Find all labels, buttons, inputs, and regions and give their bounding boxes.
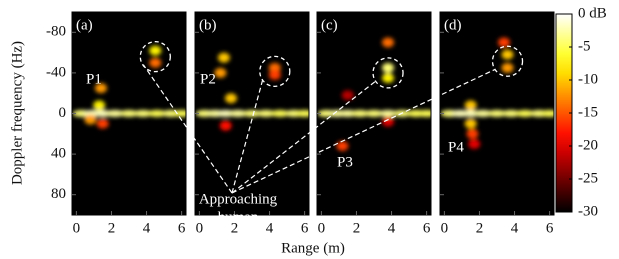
panel-label: (b) <box>199 17 217 33</box>
colorbar-tick-label: -30 <box>578 203 598 219</box>
panel-label: (a) <box>76 17 93 33</box>
colorbar-tick-label: -5 <box>578 38 591 54</box>
peak-label: P1 <box>86 71 102 87</box>
peak-label: P2 <box>200 71 216 87</box>
y-tick-label: -40 <box>46 64 66 80</box>
heatmap-cell <box>468 139 480 149</box>
x-tick-label: 6 <box>546 220 554 236</box>
panel-label: (c) <box>321 17 338 33</box>
x-tick-label: 2 <box>108 220 116 236</box>
heatmap-cell <box>502 63 514 73</box>
heatmap-cell <box>336 141 348 151</box>
x-tick-label: 0 <box>73 220 81 236</box>
chart: Doppler frequency (Hz) Range (m) (a) P1 0 2… <box>0 0 619 259</box>
x-tick-label: 6 <box>301 220 309 236</box>
heatmap-cell <box>149 46 161 56</box>
heatmap-cell <box>149 58 161 68</box>
x-tick-label: 2 <box>353 220 361 236</box>
colorbar-tick-label: -25 <box>578 170 598 186</box>
x-tick-label: 4 <box>511 220 519 236</box>
y-tick-label: 80 <box>51 186 66 202</box>
x-tick-label: 4 <box>266 220 274 236</box>
heatmap-cell <box>382 37 394 47</box>
heatmap-cell <box>342 90 354 100</box>
heatmap-cell <box>296 110 314 117</box>
x-tick-label: 6 <box>178 220 186 236</box>
x-tick-label: 2 <box>476 220 484 236</box>
annotation: Approaching <box>199 191 278 207</box>
colorbar-tick-label: -10 <box>578 71 598 87</box>
peak-label: P3 <box>337 154 353 170</box>
heatmap-cell <box>220 121 232 131</box>
colorbar-tick-label: -15 <box>578 104 598 120</box>
heatmap-cell <box>382 63 394 73</box>
heatmap-cell <box>502 50 514 60</box>
x-tick-label: 0 <box>318 220 326 236</box>
heatmap-cell <box>418 110 436 117</box>
heatmap-cell <box>93 100 105 110</box>
heatmap-cell <box>218 53 230 63</box>
heatmap-cell <box>465 100 477 110</box>
y-axis-label: Doppler frequency (Hz) <box>9 41 25 185</box>
y-tick-label: 0 <box>59 105 67 121</box>
panel-label: (d) <box>444 17 462 33</box>
heatmap-cell <box>466 129 478 139</box>
colorbar-tick-label: -20 <box>578 137 598 153</box>
heatmap-cell <box>465 119 477 129</box>
heatmap-cell <box>97 119 109 129</box>
x-tick-label: 4 <box>388 220 396 236</box>
y-tick-label: -80 <box>46 24 66 40</box>
x-axis-label: Range (m) <box>281 240 345 256</box>
y-tick-label: 40 <box>51 146 66 162</box>
heatmap-cell <box>269 70 281 80</box>
heatmap-cell <box>84 115 96 125</box>
annotation: human <box>218 209 259 225</box>
heatmap-cell <box>225 93 237 103</box>
colorbar-tick-label: 0 dB <box>578 5 607 21</box>
heatmap-cell <box>382 73 394 83</box>
x-tick-label: 0 <box>441 220 449 236</box>
heatmap-cell <box>214 68 226 78</box>
x-tick-label: 0 <box>196 220 204 236</box>
x-tick-label: 4 <box>143 220 151 236</box>
peak-label: P4 <box>448 139 464 155</box>
x-tick-label: 6 <box>423 220 431 236</box>
